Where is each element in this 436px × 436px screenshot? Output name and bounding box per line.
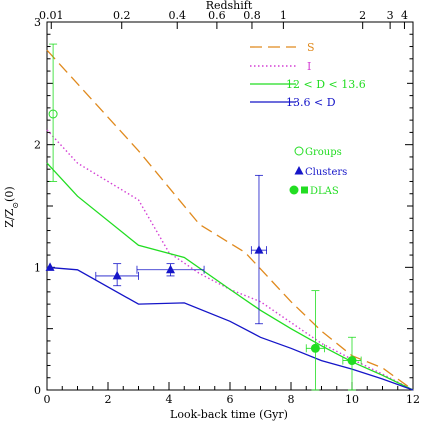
x-tick-label: 4 — [166, 393, 173, 406]
legend-label: S — [307, 41, 315, 54]
y-tick-label: 0 — [34, 384, 41, 397]
legend-marker-label: Clusters — [305, 167, 347, 178]
legend-label: 13.6 < D — [286, 96, 336, 109]
legend-marker-square — [301, 186, 308, 194]
y-tick-label: 3 — [34, 16, 41, 29]
x-tick-label: 10 — [345, 393, 359, 406]
legend-marker-label: DLAS — [310, 186, 339, 197]
x-tick-label: 8 — [288, 393, 295, 406]
dla-marker — [347, 356, 357, 366]
x-tick-label: 2 — [105, 393, 112, 406]
dla-marker — [310, 343, 320, 353]
top-tick-label: 0.8 — [243, 9, 261, 22]
legend-marker — [289, 185, 299, 195]
legend-marker — [294, 166, 304, 175]
cluster-marker — [112, 270, 122, 280]
legend-label: 12 < D < 13.6 — [286, 78, 366, 91]
top-tick-label: 4 — [401, 9, 408, 22]
top-tick-label: 2 — [359, 9, 366, 22]
top-tick-label: 0.01 — [39, 9, 64, 22]
series-line-s — [46, 49, 414, 391]
legend-marker-label: Groups — [305, 147, 342, 158]
cluster-marker — [166, 264, 176, 274]
top-tick-label: 1 — [280, 9, 287, 22]
cluster-marker — [45, 262, 55, 271]
x-tick-label: 6 — [227, 393, 234, 406]
series-line-12-d-13-6 — [46, 162, 414, 391]
x-tick-label: 0 — [44, 393, 51, 406]
top-tick-label: 3 — [387, 9, 394, 22]
y-axis-label: Z/Z⊙(0) — [3, 186, 20, 227]
x-tick-label: 12 — [406, 393, 420, 406]
legend-label: I — [307, 60, 311, 73]
top-tick-label: 0.2 — [113, 9, 131, 22]
top-tick-label: 0.4 — [168, 9, 186, 22]
top-tick-label: 0.6 — [208, 9, 226, 22]
x-axis-label: Look-back time (Gyr) — [170, 408, 288, 421]
legend-marker — [294, 146, 304, 156]
top-axis-label: Redshift — [206, 0, 253, 12]
y-tick-label: 2 — [34, 139, 41, 152]
group-marker — [48, 109, 58, 119]
series-line-13-6-d — [46, 266, 414, 391]
y-tick-label: 1 — [34, 261, 41, 274]
series-line-i — [46, 129, 414, 391]
cluster-marker — [254, 245, 264, 254]
